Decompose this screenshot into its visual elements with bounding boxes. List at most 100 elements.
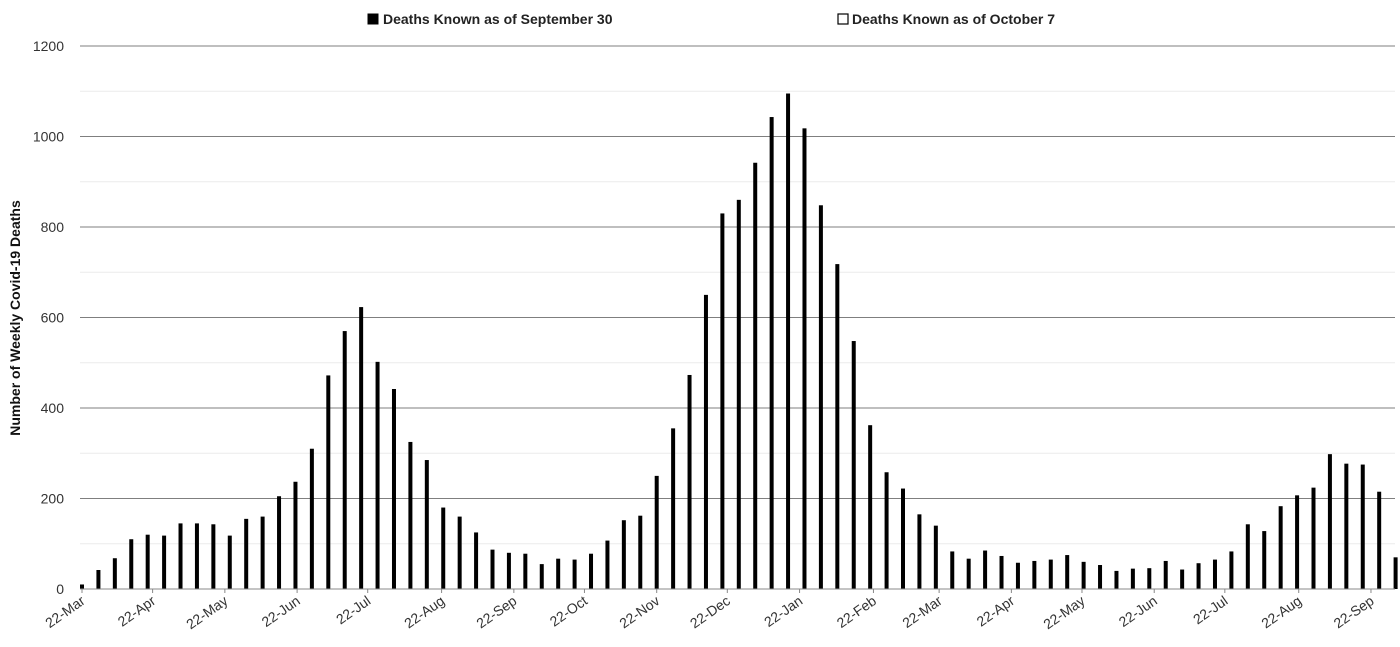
bar — [1163, 560, 1168, 589]
bar — [309, 448, 314, 589]
bar — [490, 549, 495, 589]
bar — [605, 540, 610, 589]
y-tick-label: 1000 — [33, 129, 64, 145]
bar — [1393, 557, 1398, 589]
bar — [1212, 559, 1217, 589]
bar — [1377, 491, 1382, 589]
bar — [474, 532, 479, 589]
bar — [80, 584, 84, 589]
bar — [441, 507, 446, 589]
bar — [1311, 487, 1316, 589]
bar — [408, 441, 413, 589]
bar — [277, 496, 282, 589]
bar — [1130, 568, 1135, 589]
x-tick-label: 22-Jun — [1116, 592, 1160, 630]
bar — [835, 264, 840, 589]
bar — [1278, 506, 1283, 589]
bar — [1147, 568, 1152, 589]
x-tick-label: 22-Sep — [1331, 592, 1377, 631]
x-tick-label: 22-Sep — [473, 592, 519, 631]
y-axis-title: Number of Weekly Covid-19 Deaths — [7, 200, 23, 436]
bar — [1262, 531, 1267, 589]
bar — [1081, 561, 1086, 589]
bar — [769, 117, 774, 589]
bar — [112, 558, 117, 589]
y-tick-label: 200 — [41, 491, 65, 507]
bar — [260, 516, 265, 589]
bar — [145, 534, 150, 589]
bar — [901, 488, 905, 589]
y-tick-label: 600 — [41, 310, 65, 326]
bar — [424, 460, 429, 589]
bar — [621, 520, 626, 589]
bar — [687, 374, 692, 589]
bar — [375, 361, 380, 589]
bar — [1114, 570, 1119, 589]
x-tick-label: 22-Mar — [42, 592, 88, 631]
bar — [884, 472, 889, 589]
y-tick-label: 1200 — [33, 38, 64, 54]
bar — [162, 535, 167, 589]
x-tick-label: 22-Aug — [1258, 592, 1304, 631]
x-tick-label: 22-Apr — [974, 592, 1018, 629]
bar — [753, 162, 758, 589]
x-tick-label: 22-May — [183, 592, 230, 632]
bar — [194, 523, 199, 589]
bar — [983, 550, 988, 589]
bar — [391, 389, 396, 589]
bar — [786, 93, 791, 589]
bar — [589, 553, 594, 589]
bar — [1048, 559, 1053, 589]
bar — [457, 516, 462, 589]
bar — [1229, 551, 1234, 589]
bar — [868, 425, 873, 589]
bar — [851, 341, 856, 589]
bar — [671, 428, 676, 589]
legend-label-oct7: Deaths Known as of October 7 — [852, 11, 1055, 27]
bar — [342, 331, 347, 589]
bar — [359, 307, 364, 589]
bar — [1327, 454, 1332, 589]
bar — [539, 564, 544, 589]
bar — [129, 539, 134, 589]
legend-swatch-sep30 — [367, 13, 379, 25]
bar — [933, 525, 938, 589]
x-tick-label: 22-Nov — [616, 592, 662, 631]
bar — [802, 128, 807, 589]
bar — [244, 518, 249, 589]
x-tick-label: 22-Jun — [259, 592, 303, 630]
x-tick-label: 22-Mar — [899, 592, 945, 631]
x-axis-ticks: 22-Mar 22-Apr 22-May 22-Jun 22-Jul 22-Aug 22-S… — [42, 589, 1377, 632]
x-tick-label: 22-Dec — [687, 592, 733, 631]
bar — [1196, 563, 1201, 589]
bar — [506, 552, 511, 589]
bar — [1015, 562, 1020, 589]
x-tick-label: 22-Apr — [115, 592, 159, 629]
bar — [917, 514, 922, 589]
bar — [1344, 463, 1349, 589]
x-tick-label: 22-Oct — [547, 592, 591, 629]
y-tick-label: 800 — [41, 219, 65, 235]
bar — [227, 535, 232, 589]
x-tick-label: 22-Jul — [333, 592, 373, 627]
bar — [211, 524, 216, 589]
bar — [572, 559, 577, 589]
x-tick-label: 22-Feb — [834, 592, 880, 631]
x-tick-label: 22-Aug — [401, 592, 447, 631]
bar — [950, 551, 955, 589]
x-tick-label: 22-Jul — [1190, 592, 1230, 627]
bar — [736, 199, 741, 589]
x-tick-label: 22-Jan — [761, 592, 805, 630]
x-tick-label: 22-May — [1040, 592, 1087, 632]
bar-series-sep30 — [80, 93, 1398, 590]
bar — [1180, 569, 1185, 589]
bar — [999, 555, 1004, 589]
legend-label-sep30: Deaths Known as of September 30 — [383, 11, 613, 27]
bar — [1032, 560, 1037, 589]
bar — [556, 558, 561, 589]
bar — [96, 570, 101, 589]
y-axis-ticks: 0 200 400 600 800 1000 1200 — [33, 38, 64, 597]
bar — [966, 558, 971, 589]
bar — [1098, 565, 1103, 589]
